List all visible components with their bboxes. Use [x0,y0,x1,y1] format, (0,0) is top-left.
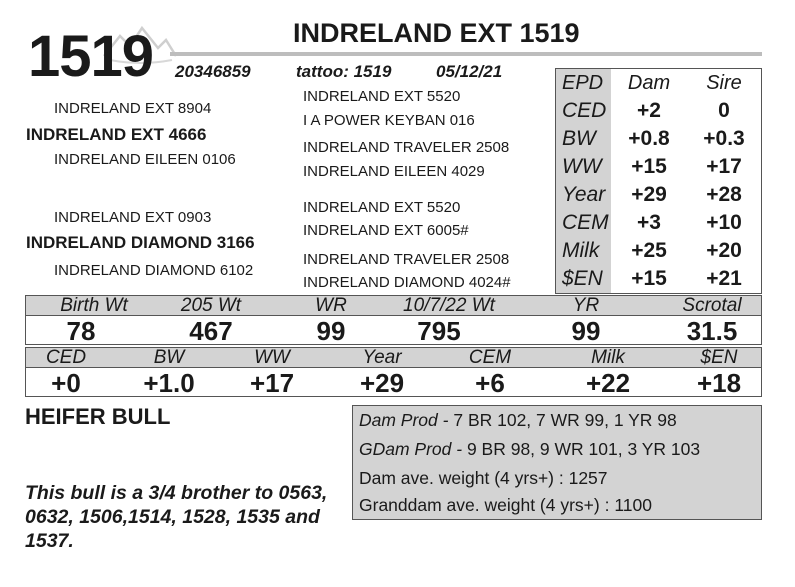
perf-header: Scrotal [682,295,742,316]
bull-epd-table: CED BW WW Year CEM Milk $EN +0 +1.0 +17 … [25,347,762,398]
bull-epd-value: +29 [359,368,405,398]
epd-sire-value: +20 [706,239,742,262]
pedigree-ssd: I A POWER KEYBAN 016 [303,112,475,129]
epd-header-dam: Dam [627,72,671,94]
perf-header: WR [315,295,347,316]
perf-value: 467 [189,316,233,346]
sibling-note: This bull is a 3/4 brother to 0563, 0632… [25,482,328,552]
bull-epd-header: Milk [591,347,625,368]
perf-value: 78 [66,316,96,346]
epd-label: Milk [562,239,600,262]
bull-epd-header: CEM [468,347,512,368]
epd-dam-value: +29 [631,183,667,206]
bull-epd-header: BW [153,347,185,368]
heifer-bull-label: HEIFER BULL [25,404,171,429]
pedigree-sds: INDRELAND TRAVELER 2508 [303,139,510,156]
epd-label: CEM [562,211,609,234]
pedigree-ddd: INDRELAND DIAMOND 4024# [303,274,511,291]
epd-sire-value: +0.3 [703,127,745,150]
epd-dam-value: +15 [631,155,667,178]
gdam-prod-value: 9 BR 98, 9 WR 101, 3 YR 103 [466,439,701,459]
epd-label: $EN [562,267,603,290]
dam-ave-weight: Dam ave. weight (4 yrs+) : 1257 [359,468,608,488]
epd-table: EPD Dam Sire CED +2 0 BW +0.8 +0.3 WW +1… [555,68,762,294]
pedigree-dam-sire: INDRELAND EXT 0903 [54,209,212,226]
epd-row: Year +29 +28 [556,181,761,209]
epd-row: Milk +25 +20 [556,237,761,265]
epd-label: BW [562,127,596,150]
perf-header: 10/7/22 Wt [403,295,495,316]
ranch-logo-watermark [103,25,178,64]
granddam-ave-weight: Granddam ave. weight (4 yrs+) : 1100 [359,495,652,515]
epd-dam-value: +0.8 [628,127,670,150]
epd-sire-value: +10 [706,211,742,234]
epd-row: WW +15 +17 [556,153,761,181]
dam-prod-label: Dam Prod - [359,410,449,430]
epd-header-label: EPD [562,72,604,94]
perf-header: Birth Wt [60,295,128,316]
production-box: Dam Prod - 7 BR 102, 7 WR 99, 1 YR 98 GD… [352,405,762,520]
epd-sire-value: 0 [718,99,730,122]
bull-epd-value: +0 [51,368,81,398]
pedigree-dam: INDRELAND DIAMOND 3166 [26,233,255,252]
bull-epd-header: CED [45,347,87,368]
perf-value: 99 [316,316,346,346]
epd-dam-value: +2 [637,99,661,122]
epd-row: CEM +3 +10 [556,209,761,237]
bull-epd-header: $EN [700,347,738,368]
epd-header-row: EPD Dam Sire [556,69,761,97]
birth-date: 05/12/21 [436,62,503,81]
epd-label: CED [562,99,607,122]
epd-row: BW +0.8 +0.3 [556,125,761,153]
gdam-prod-line: GDam Prod - 9 BR 98, 9 WR 101, 3 YR 103 [359,439,700,460]
pedigree-dds: INDRELAND TRAVELER 2508 [303,251,510,268]
epd-sire-value: +28 [706,183,742,206]
perf-header: YR [572,295,600,316]
pedigree-dsd: INDRELAND EXT 6005# [303,222,469,239]
pedigree-sdd: INDRELAND EILEEN 4029 [303,163,485,180]
dam-prod-line: Dam Prod - 7 BR 102, 7 WR 99, 1 YR 98 [359,410,677,431]
title-divider [170,52,762,56]
tattoo: tattoo: 1519 [296,62,392,81]
pedigree-sire-dam: INDRELAND EILEEN 0106 [54,151,236,168]
epd-row: $EN +15 +21 [556,265,761,293]
bull-epd-value: +17 [249,368,295,398]
epd-dam-value: +25 [631,239,667,262]
bull-epd-value: +6 [475,368,505,398]
pedigree-dss: INDRELAND EXT 5520 [303,199,461,216]
epd-row: CED +2 0 [556,97,761,125]
performance-table: Birth Wt 205 Wt WR 10/7/22 Wt YR Scrotal… [25,295,762,346]
bull-epd-value: +22 [585,368,631,398]
perf-value: 795 [417,316,461,346]
epd-dam-value: +15 [631,267,667,290]
lot-number: 1519 [28,24,154,89]
pedigree-sire: INDRELAND EXT 4666 [26,125,207,144]
gdam-prod-label: GDam Prod - [359,439,463,459]
bull-name-title: INDRELAND EXT 1519 [293,18,580,48]
dam-prod-value: 7 BR 102, 7 WR 99, 1 YR 98 [453,410,677,430]
epd-header-sire: Sire [706,72,742,94]
epd-label: Year [562,183,606,206]
pedigree-sss: INDRELAND EXT 5520 [303,88,461,105]
epd-dam-value: +3 [637,211,661,234]
perf-value: 31.5 [686,316,738,346]
pedigree-sire-sire: INDRELAND EXT 8904 [54,100,212,117]
epd-sire-value: +17 [706,155,742,178]
pedigree-dam-dam: INDRELAND DIAMOND 6102 [54,262,254,279]
bull-epd-value: +18 [696,368,742,398]
bull-epd-header: WW [254,347,290,368]
bull-epd-header: Year [362,347,402,368]
epd-label: WW [562,155,602,178]
perf-header: 205 Wt [180,295,242,316]
bull-epd-value: +1.0 [143,368,195,398]
perf-value: 99 [571,316,601,346]
epd-sire-value: +21 [706,267,742,290]
registration-number: 20346859 [175,62,251,81]
